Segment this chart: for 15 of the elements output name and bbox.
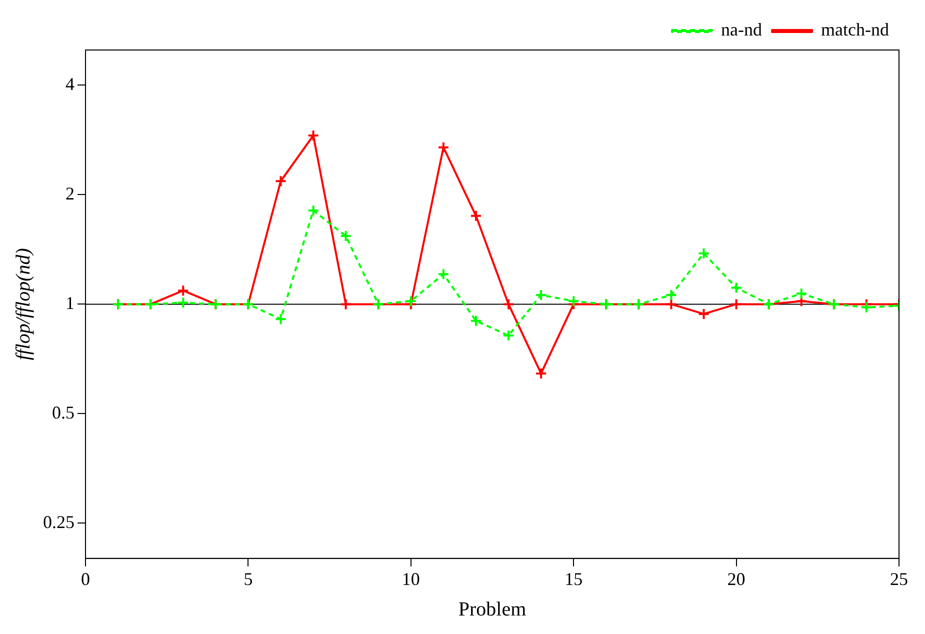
x-tick-label: 0 — [81, 568, 90, 589]
legend-label: na-nd — [721, 20, 762, 40]
x-tick-label: 20 — [727, 568, 746, 589]
x-tick-label: 10 — [402, 568, 420, 589]
legend-label: match-nd — [821, 20, 890, 40]
y-tick-label: 1 — [66, 292, 74, 313]
y-tick-label: 4 — [66, 74, 74, 94]
x-tick-label: 25 — [890, 568, 908, 589]
y-axis-title: fflop/fflop(nd) — [12, 248, 34, 360]
y-tick-label: 0.25 — [43, 512, 74, 532]
x-tick-label: 15 — [564, 568, 583, 589]
y-tick-label: 2 — [66, 183, 74, 204]
x-axis-title: Problem — [458, 598, 527, 620]
y-tick-label: 0.5 — [52, 402, 74, 422]
x-tick-label: 5 — [244, 568, 253, 589]
